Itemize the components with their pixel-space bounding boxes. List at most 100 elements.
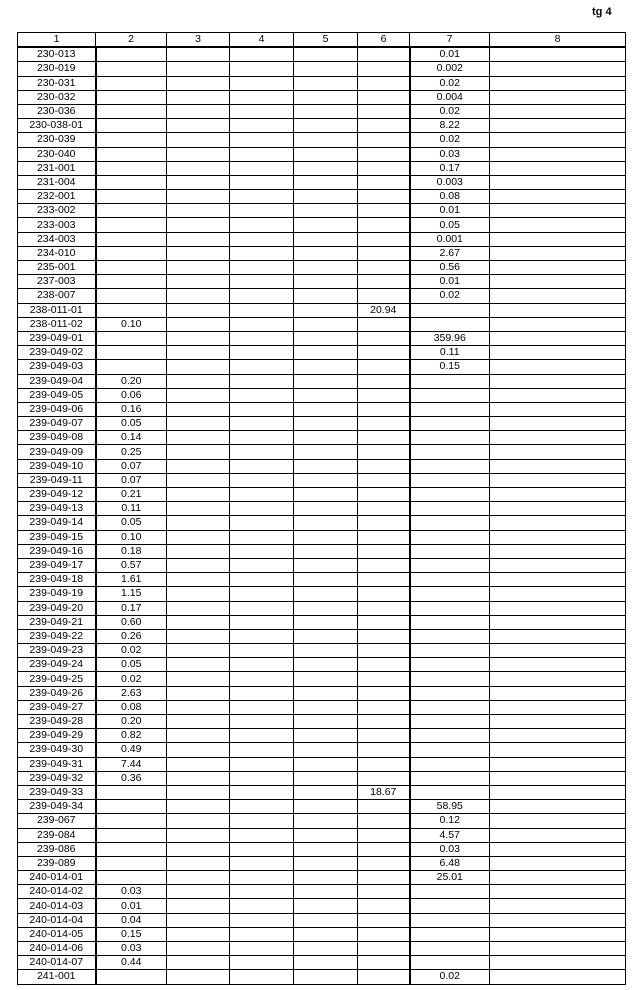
- value-cell-col-6: [357, 870, 411, 886]
- value-cell-col-4: [229, 373, 294, 389]
- value-cell-col-6: [357, 486, 411, 503]
- column-header-3: 3: [166, 32, 230, 49]
- row-code-cell: 232-001: [17, 189, 97, 205]
- value-cell-col-2: 0.15: [95, 926, 167, 943]
- table-row: 233-002 0.01: [17, 203, 626, 219]
- value-cell-col-6: [357, 728, 411, 744]
- table-row: 239-049-16 0.18: [17, 543, 626, 559]
- value-cell-col-2: 0.17: [95, 600, 167, 616]
- table-row: 239-049-22 0.26: [17, 628, 626, 645]
- value-cell-col-4: [229, 543, 294, 559]
- value-cell-col-7: [409, 600, 490, 616]
- value-cell-col-5: [293, 955, 358, 971]
- row-code-cell: 239-049-15: [17, 529, 97, 545]
- row-code-cell: 239-049-18: [17, 572, 97, 588]
- value-cell-col-7: 0.01: [409, 274, 490, 290]
- value-cell-col-2: 0.02: [95, 671, 167, 687]
- value-cell-col-8: [489, 557, 626, 574]
- value-cell-col-4: [229, 955, 294, 971]
- value-cell-col-2: [95, 189, 167, 205]
- row-code-cell: 239-049-32: [17, 770, 97, 786]
- value-cell-col-2: [95, 288, 167, 304]
- value-cell-col-7: [409, 529, 490, 545]
- value-cell-col-7: [409, 643, 490, 659]
- value-cell-col-4: [229, 174, 294, 191]
- value-cell-col-6: [357, 657, 411, 673]
- value-cell-col-7: 0.03: [409, 841, 490, 857]
- table-row: 231-004 0.003: [17, 174, 626, 191]
- value-cell-col-7: 0.02: [409, 969, 490, 985]
- value-cell-col-7: [409, 416, 490, 432]
- value-cell-col-6: [357, 174, 411, 191]
- row-code-cell: 239-049-12: [17, 486, 97, 503]
- table-row: 234-010 2.67: [17, 245, 626, 262]
- value-cell-col-3: [166, 61, 230, 77]
- value-cell-col-2: [95, 118, 167, 134]
- value-cell-col-7: [409, 742, 490, 758]
- value-cell-col-8: [489, 969, 626, 985]
- value-cell-col-4: [229, 387, 294, 403]
- table-row: 240-014-04 0.04: [17, 912, 626, 928]
- page-label: tg 4: [592, 6, 612, 18]
- value-cell-col-4: [229, 245, 294, 262]
- value-cell-col-3: [166, 515, 230, 531]
- value-cell-col-7: [409, 884, 490, 900]
- value-cell-col-3: [166, 373, 230, 389]
- value-cell-col-6: [357, 458, 411, 474]
- value-cell-col-4: [229, 75, 294, 91]
- value-cell-col-4: [229, 401, 294, 418]
- value-cell-col-2: [95, 359, 167, 375]
- value-cell-col-3: [166, 813, 230, 829]
- value-cell-col-5: [293, 373, 358, 389]
- table-row: 239-049-02 0.11: [17, 345, 626, 361]
- value-cell-col-5: [293, 643, 358, 659]
- value-cell-col-5: [293, 628, 358, 645]
- table-row: 239-049-23 0.02: [17, 643, 626, 659]
- table-row: 240-014-01 25.01: [17, 870, 626, 886]
- value-cell-col-5: [293, 486, 358, 503]
- value-cell-col-2: [95, 75, 167, 91]
- value-cell-col-2: [95, 813, 167, 829]
- value-cell-col-8: [489, 643, 626, 659]
- value-cell-col-6: [357, 699, 411, 716]
- value-cell-col-7: 0.02: [409, 132, 490, 148]
- value-cell-col-7: 58.95: [409, 799, 490, 815]
- table-row: 230-036 0.02: [17, 103, 626, 120]
- value-cell-col-7: [409, 657, 490, 673]
- value-cell-col-8: [489, 387, 626, 403]
- value-cell-col-8: [489, 600, 626, 616]
- row-code-cell: 233-003: [17, 217, 97, 233]
- value-cell-col-4: [229, 557, 294, 574]
- value-cell-col-2: 0.36: [95, 770, 167, 786]
- value-cell-col-7: [409, 898, 490, 914]
- value-cell-col-7: 0.17: [409, 160, 490, 176]
- value-cell-col-8: [489, 302, 626, 318]
- value-cell-col-5: [293, 898, 358, 914]
- value-cell-col-5: [293, 458, 358, 474]
- value-cell-col-6: [357, 118, 411, 134]
- row-code-cell: 238-011-01: [17, 302, 97, 318]
- value-cell-col-7: [409, 628, 490, 645]
- value-cell-col-6: [357, 643, 411, 659]
- table-row: 239-049-21 0.60: [17, 614, 626, 630]
- value-cell-col-5: [293, 728, 358, 744]
- value-cell-col-7: [409, 444, 490, 460]
- value-cell-col-4: [229, 784, 294, 801]
- row-code-cell: 239-049-31: [17, 756, 97, 772]
- row-code-cell: 239-049-08: [17, 430, 97, 446]
- value-cell-col-2: [95, 870, 167, 886]
- value-cell-col-5: [293, 89, 358, 105]
- value-cell-col-3: [166, 217, 230, 233]
- value-cell-col-3: [166, 160, 230, 176]
- value-cell-col-5: [293, 444, 358, 460]
- row-code-cell: 239-049-30: [17, 742, 97, 758]
- row-code-cell: 239-049-22: [17, 628, 97, 645]
- row-code-cell: 239-049-07: [17, 416, 97, 432]
- value-cell-col-2: [95, 784, 167, 801]
- table-row: 239-067 0.12: [17, 813, 626, 829]
- value-cell-col-3: [166, 855, 230, 872]
- value-cell-col-7: [409, 614, 490, 630]
- value-cell-col-4: [229, 699, 294, 716]
- value-cell-col-2: 0.16: [95, 401, 167, 418]
- value-cell-col-3: [166, 784, 230, 801]
